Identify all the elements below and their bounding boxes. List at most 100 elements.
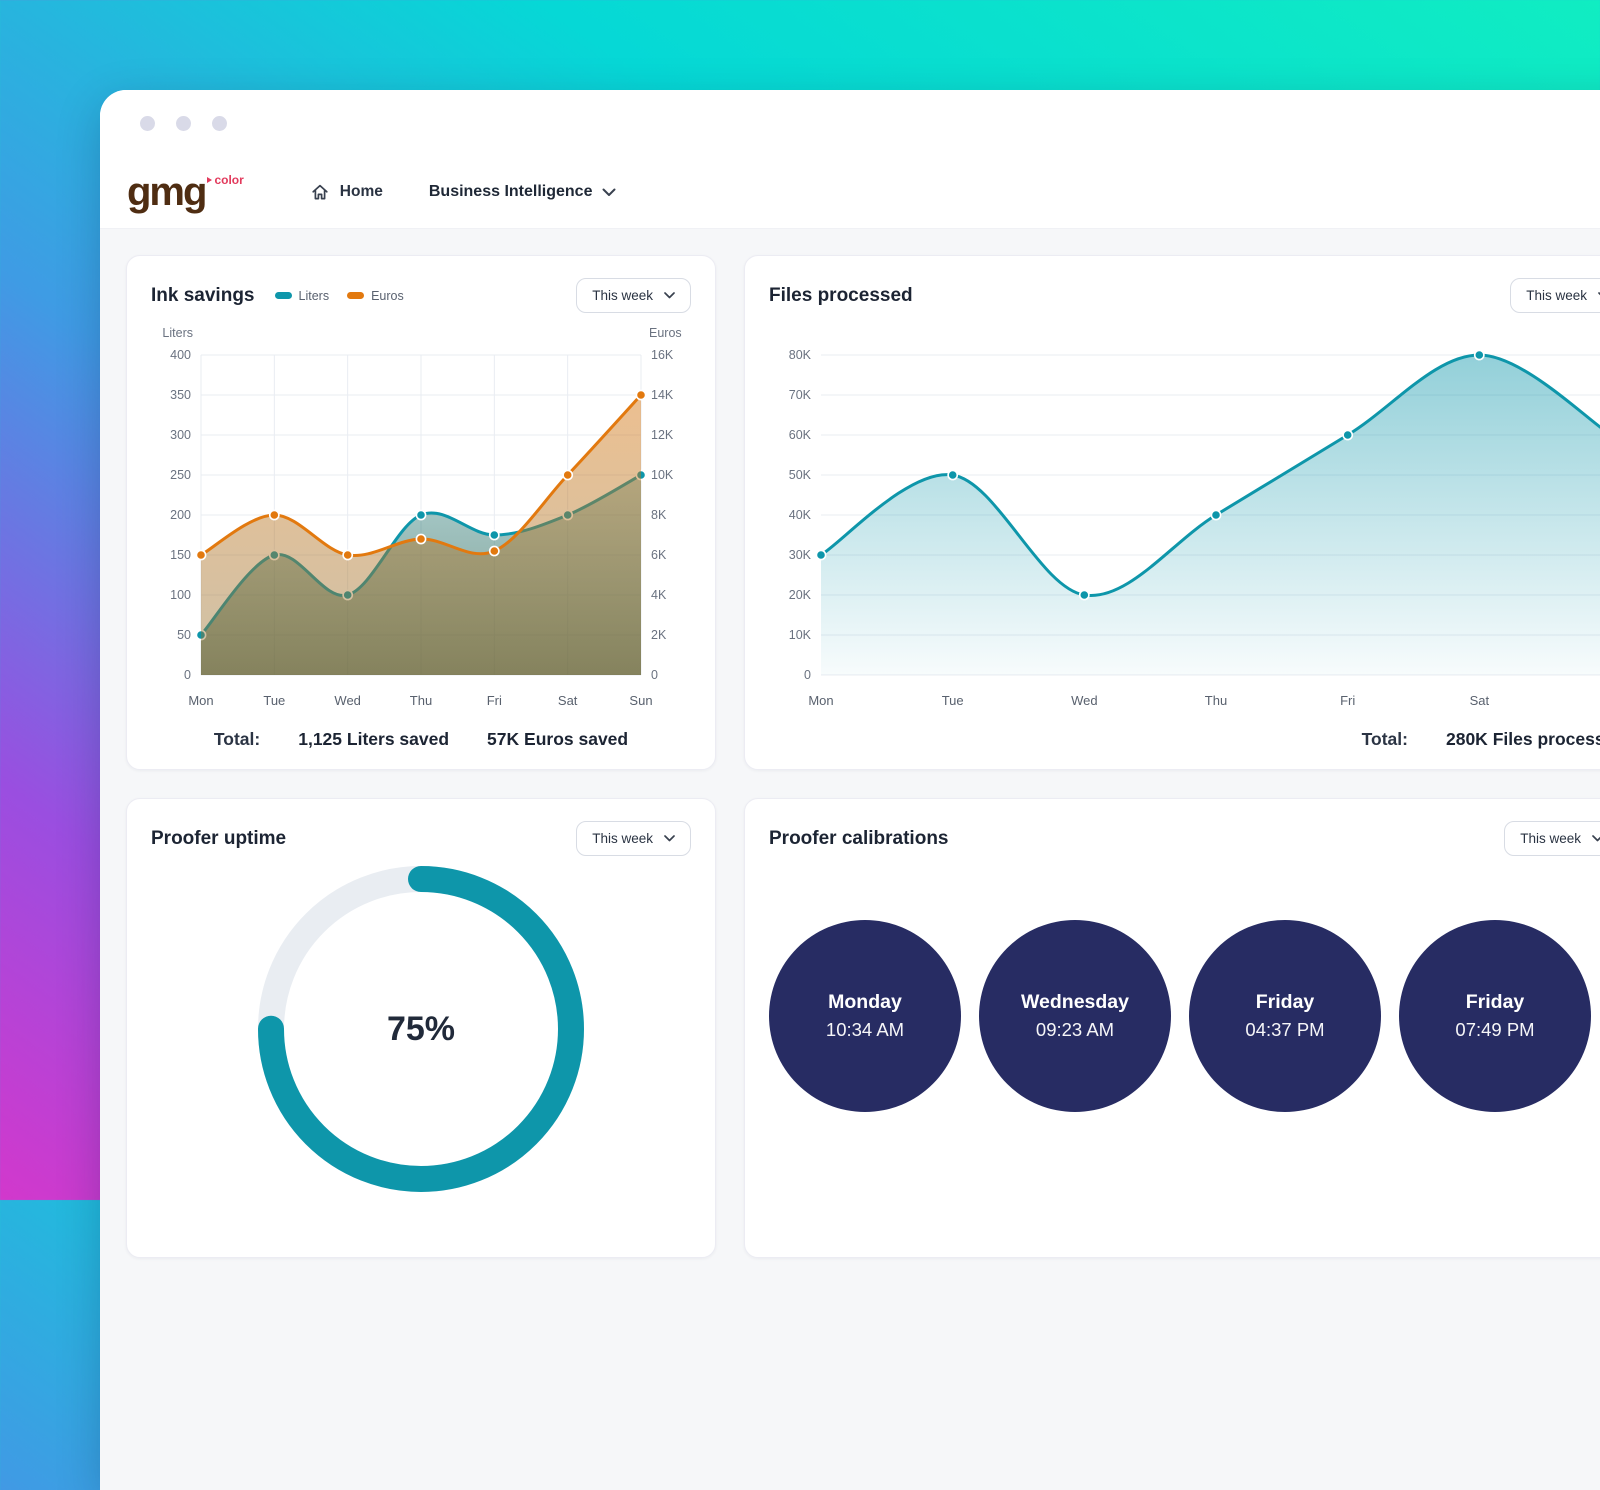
calibration-circle: Wednesday 09:23 AM (979, 920, 1171, 1112)
ink-savings-card: Ink savings Liters Euros This week 0 0 50 2K… (126, 255, 716, 770)
home-icon (312, 184, 328, 200)
nav-business-intelligence[interactable]: Business Intelligence (429, 183, 617, 201)
calibration-list: Monday 10:34 AM Wednesday 09:23 AM Friday 04:… (769, 920, 1600, 1112)
ink-totals: Total: 1,125 Liters saved 57K Euros save… (151, 729, 691, 750)
svg-text:0: 0 (804, 668, 811, 682)
legend-dot-icon (274, 292, 292, 299)
svg-text:12K: 12K (651, 428, 674, 442)
app-logo: gmg color (127, 172, 244, 212)
svg-text:50K: 50K (789, 468, 812, 482)
files-processed-chart: 0 10K 20K 30K 40K 50K 60K 70K 80K Mon Tue Wed Thu Fri… (789, 348, 1600, 708)
calibrations-range-select[interactable]: This week (1504, 821, 1600, 856)
files-range-select[interactable]: This week (1510, 278, 1600, 313)
svg-text:8K: 8K (651, 508, 667, 522)
svg-text:Thu: Thu (1205, 693, 1227, 708)
calibration-time: 09:23 AM (1035, 1019, 1115, 1040)
proofer-calibrations-title: Proofer calibrations (769, 827, 949, 849)
calibration-day: Monday (828, 991, 902, 1013)
svg-text:10K: 10K (651, 468, 674, 482)
svg-text:0: 0 (651, 668, 658, 682)
top-navigation: gmg color Home Business Intelligence (100, 156, 1600, 228)
logo-subtext: color (207, 174, 244, 186)
files-totals: Total: 280K Files processed (769, 729, 1600, 750)
svg-text:Mon: Mon (808, 693, 833, 708)
svg-text:Thu: Thu (410, 693, 432, 708)
svg-text:4K: 4K (651, 588, 667, 602)
logo-text: gmg (127, 170, 207, 214)
proofer-calibrations-card: Proofer calibrations This week Monday 10:… (744, 798, 1600, 1258)
calibration-circle: Monday 10:34 AM (769, 920, 961, 1112)
svg-text:10K: 10K (789, 628, 812, 642)
proofer-uptime-title: Proofer uptime (151, 827, 287, 849)
chevron-down-icon (602, 188, 616, 196)
svg-text:250: 250 (170, 468, 191, 482)
svg-text:400: 400 (170, 348, 191, 362)
svg-text:Tue: Tue (942, 693, 964, 708)
svg-text:Wed: Wed (334, 693, 361, 708)
uptime-donut: 75% (256, 864, 586, 1194)
legend-item: Liters (274, 288, 330, 303)
dashboard-row-top: Ink savings Liters Euros This week 0 0 50 2K… (126, 255, 1600, 770)
ink-total-liters: 1,125 Liters saved (298, 729, 450, 749)
legend-label: Liters (298, 288, 330, 303)
calibration-time: 07:49 PM (1455, 1019, 1535, 1040)
proofer-uptime-header: Proofer uptime This week (151, 821, 691, 856)
svg-text:80K: 80K (789, 348, 812, 362)
svg-text:14K: 14K (651, 388, 674, 402)
calibration-circle: Friday 04:37 PM (1189, 920, 1381, 1112)
ink-savings-title: Ink savings (151, 284, 255, 306)
svg-text:30K: 30K (789, 548, 812, 562)
ink-total-label: Total: (213, 729, 261, 749)
ink-savings-chart: 0 0 50 2K 100 4K 150 6K 200 8K 250 10K 300 12K 350 14K 4… (162, 326, 682, 708)
legend-item: Euros (347, 289, 404, 303)
svg-text:6K: 6K (651, 548, 667, 562)
nav-section-label: Business Intelligence (428, 183, 593, 200)
dashboard-row-bottom: Proofer uptime This week 75% Proofer cal… (126, 798, 1600, 1258)
svg-text:Euros: Euros (649, 326, 682, 340)
svg-text:20K: 20K (789, 588, 812, 602)
svg-text:Fri: Fri (487, 693, 502, 708)
calibration-day: Wednesday (1020, 991, 1129, 1013)
legend-label: Euros (371, 288, 404, 303)
ink-total-euros: 57K Euros saved (487, 729, 629, 749)
svg-text:2K: 2K (651, 628, 667, 642)
svg-text:Sat: Sat (558, 693, 578, 708)
files-total-count: 280K Files processed (1445, 729, 1600, 749)
dashboard-content: Ink savings Liters Euros This week 0 0 50 2K… (100, 228, 1600, 1490)
svg-text:Sun: Sun (629, 693, 652, 708)
calibration-time: 10:34 AM (825, 1019, 905, 1040)
svg-text:350: 350 (170, 388, 191, 402)
ink-range-select[interactable]: This week (576, 278, 691, 313)
files-total-label: Total: (1361, 729, 1408, 749)
chevron-down-icon (664, 292, 675, 299)
window-control-dot[interactable] (176, 115, 191, 131)
ink-legend: Liters Euros (274, 288, 404, 303)
files-processed-card: Files processed This week 0 10K 20K 30K 40K 5… (744, 255, 1600, 770)
nav-home[interactable]: Home (310, 182, 383, 202)
ink-savings-header: Ink savings Liters Euros This week (151, 278, 691, 313)
window-control-dot[interactable] (212, 115, 227, 131)
svg-text:Wed: Wed (1071, 693, 1098, 708)
chevron-down-icon (664, 835, 675, 842)
nav-home-label: Home (339, 183, 383, 200)
svg-text:Tue: Tue (263, 693, 285, 708)
files-processed-header: Files processed This week (769, 278, 1600, 313)
svg-text:50: 50 (177, 628, 191, 642)
calibration-circle: Friday 07:49 PM (1399, 920, 1591, 1112)
svg-text:Mon: Mon (188, 693, 213, 708)
svg-text:70K: 70K (789, 388, 812, 402)
logo-mark-icon (207, 177, 213, 183)
proofer-uptime-card: Proofer uptime This week 75% (126, 798, 716, 1258)
app-window: gmg color Home Business Intelligence Ink… (100, 90, 1600, 1490)
svg-text:150: 150 (170, 548, 191, 562)
svg-text:0: 0 (184, 668, 191, 682)
calibration-day: Friday (1465, 991, 1525, 1013)
calibration-time: 04:37 PM (1245, 1019, 1325, 1040)
svg-text:16K: 16K (651, 348, 674, 362)
uptime-range-select[interactable]: This week (576, 821, 691, 856)
window-control-dot[interactable] (140, 115, 155, 131)
svg-text:300: 300 (170, 428, 191, 442)
svg-text:40K: 40K (789, 508, 812, 522)
svg-text:Liters: Liters (162, 326, 193, 340)
svg-text:100: 100 (170, 588, 191, 602)
